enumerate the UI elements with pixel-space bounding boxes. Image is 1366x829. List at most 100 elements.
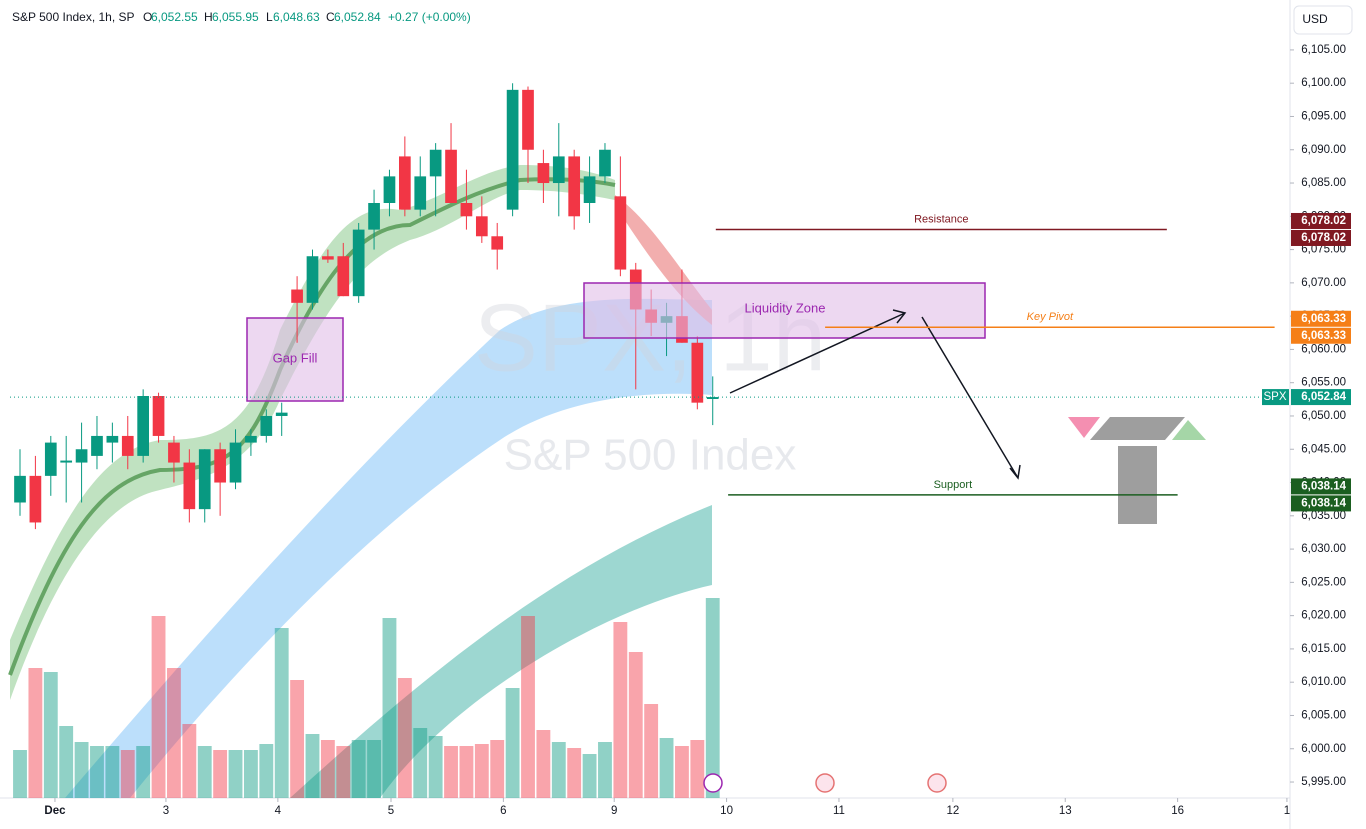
last-price: 6,052.84 bbox=[1301, 391, 1346, 403]
y-tick-label: 6,035.00 bbox=[1301, 510, 1346, 522]
body bbox=[352, 229, 365, 297]
level-badge bbox=[1291, 229, 1351, 246]
x-tick-label: 11 bbox=[833, 805, 845, 817]
volume-bar bbox=[367, 740, 381, 798]
volume-bar bbox=[397, 678, 412, 798]
y-tick-label: 6,055.00 bbox=[1301, 377, 1346, 389]
t-right bbox=[1172, 420, 1206, 440]
body bbox=[198, 449, 211, 510]
body bbox=[522, 89, 534, 150]
volume-bar bbox=[305, 734, 320, 798]
liquidity-zone bbox=[583, 282, 986, 339]
last-ticker: SPX bbox=[1263, 391, 1286, 403]
c-key: C bbox=[326, 10, 335, 24]
x-tick-label: 1 bbox=[1284, 805, 1290, 817]
c-value: 6,052.84 bbox=[334, 10, 381, 24]
t-top bbox=[1090, 417, 1185, 440]
volume bbox=[13, 598, 720, 798]
volume-bar bbox=[628, 652, 643, 798]
body bbox=[491, 236, 504, 250]
body bbox=[322, 256, 334, 260]
body bbox=[137, 396, 150, 456]
change: +0.27 (+0.00%) bbox=[388, 10, 471, 24]
volume-bar bbox=[182, 724, 197, 798]
x-tick-label: 10 bbox=[720, 805, 733, 817]
level-name: Key Pivot bbox=[1027, 311, 1074, 323]
body bbox=[552, 156, 565, 184]
volume-bar bbox=[167, 668, 181, 798]
y-tick-label: 6,085.00 bbox=[1301, 177, 1346, 189]
volume-bar bbox=[567, 748, 582, 798]
symbol: S&P 500 Index, 1h, SP bbox=[12, 10, 135, 24]
body bbox=[60, 460, 73, 463]
currency-button[interactable] bbox=[1293, 5, 1353, 35]
event-icon bbox=[815, 773, 835, 793]
level-label: 6,038.14 bbox=[1301, 480, 1346, 492]
level-label: 6,063.33 bbox=[1301, 330, 1346, 342]
volume-bar bbox=[43, 672, 58, 798]
volume-bar bbox=[213, 750, 228, 798]
x-tick-label: 6 bbox=[500, 805, 506, 817]
volume-bar bbox=[120, 750, 135, 798]
l-value: 6,048.63 bbox=[273, 10, 320, 24]
body bbox=[429, 149, 442, 177]
x-tick-label: 3 bbox=[163, 805, 169, 817]
body bbox=[75, 449, 88, 463]
volume-bar bbox=[274, 628, 289, 798]
volume-bar bbox=[105, 746, 120, 798]
volume-bar bbox=[28, 668, 43, 798]
body bbox=[260, 415, 273, 436]
volume-bar bbox=[690, 740, 705, 798]
volume-bar bbox=[59, 726, 74, 798]
x-tick-label: 13 bbox=[1059, 805, 1072, 817]
t-left bbox=[1068, 417, 1100, 438]
level-badge bbox=[1291, 327, 1351, 344]
volume-bar bbox=[659, 738, 674, 798]
body bbox=[399, 156, 411, 210]
volume-bar bbox=[351, 740, 366, 798]
volume-bar bbox=[74, 742, 89, 798]
body bbox=[691, 342, 704, 403]
y-tick-label: 6,050.00 bbox=[1301, 410, 1346, 422]
body bbox=[245, 435, 257, 443]
watermark-name: S&P 500 Index bbox=[504, 431, 797, 480]
currency[interactable]: USD bbox=[1302, 12, 1328, 26]
body bbox=[537, 163, 550, 184]
body bbox=[599, 149, 611, 177]
body bbox=[368, 202, 380, 230]
zone-label: Liquidity Zone bbox=[745, 300, 826, 315]
body bbox=[506, 89, 519, 210]
body bbox=[475, 216, 488, 237]
volume-bar bbox=[505, 688, 520, 798]
volume-bar bbox=[320, 740, 335, 798]
volume-bar bbox=[551, 742, 566, 798]
o-key: O bbox=[143, 10, 152, 24]
h-value: 6,055.95 bbox=[212, 10, 259, 24]
volume-bar bbox=[336, 746, 351, 798]
volume-bar bbox=[243, 750, 258, 798]
body bbox=[152, 396, 165, 436]
arrow bbox=[729, 309, 907, 394]
level-label: 6,038.14 bbox=[1301, 497, 1346, 509]
x-tick-label: 5 bbox=[388, 805, 394, 817]
volume-bar bbox=[428, 736, 443, 798]
y-tick-label: 6,100.00 bbox=[1301, 77, 1346, 89]
body bbox=[229, 442, 242, 483]
t-stem bbox=[1118, 446, 1157, 524]
volume-bar bbox=[474, 744, 489, 798]
body bbox=[29, 475, 42, 523]
volume-bar bbox=[382, 618, 397, 798]
y-tick-label: 6,030.00 bbox=[1301, 543, 1346, 555]
body bbox=[91, 435, 103, 456]
level-label: 6,063.33 bbox=[1301, 313, 1346, 325]
o-value: 6,052.55 bbox=[151, 10, 198, 24]
x-tick-label: 16 bbox=[1171, 805, 1184, 817]
volume-bar bbox=[536, 730, 551, 798]
body bbox=[121, 435, 134, 456]
y-tick-label: 6,015.00 bbox=[1301, 643, 1346, 655]
body bbox=[614, 196, 627, 270]
body bbox=[583, 176, 596, 203]
volume-bar bbox=[90, 746, 104, 798]
body bbox=[568, 156, 581, 217]
volume-bar bbox=[136, 746, 151, 798]
